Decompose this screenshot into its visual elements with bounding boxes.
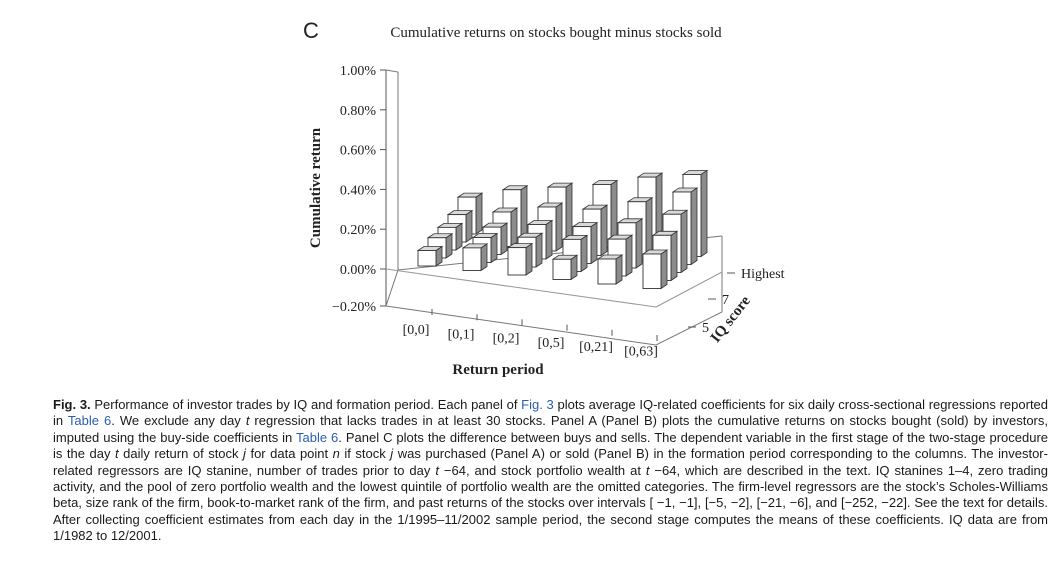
zero-plane-right xyxy=(655,271,723,308)
floor-left-edge xyxy=(385,269,399,307)
bars xyxy=(416,169,709,290)
x-tick-label: [0,2] xyxy=(493,332,520,347)
bar-side xyxy=(590,221,598,265)
y-tick-label: −0.20% xyxy=(332,300,376,315)
bar-side xyxy=(680,209,688,274)
y-tick-label: 0.40% xyxy=(340,183,377,198)
caption-fragment: plots average IQ-related coefficients fo… xyxy=(53,397,1049,429)
x-tick-label: [0,5] xyxy=(538,336,565,351)
depth-axis: Highest 75 xyxy=(688,267,785,336)
caption-fragment: was purchased (Panel A) or sold (Panel B… xyxy=(53,446,1048,478)
x-tick-label: [0,1] xyxy=(448,327,475,342)
caption-fragment: regression that lacks trades in at least… xyxy=(53,413,1048,445)
bar-side xyxy=(455,222,463,251)
caption-fragment: t xyxy=(645,462,650,478)
y-tick-label: 0.60% xyxy=(340,144,377,159)
chart-figure: C Cumulative returns on stocks bought mi… xyxy=(303,18,785,378)
bar-side xyxy=(660,249,668,290)
caption-reference-link[interactable]: Fig. 3 xyxy=(521,397,554,412)
y-tick-label: 0.20% xyxy=(340,223,377,238)
caption-text: Performance of investor trades by IQ and… xyxy=(53,397,1048,543)
caption-label: Fig. 3. xyxy=(53,397,91,412)
caption-fragment: daily return of stock xyxy=(118,446,244,462)
bar-front xyxy=(597,258,617,285)
depth-tick-label: 5 xyxy=(702,321,709,336)
y-tick-label: 1.00% xyxy=(340,64,377,79)
chart-title: Cumulative returns on stocks bought minu… xyxy=(390,25,722,41)
bar xyxy=(506,242,534,276)
bar xyxy=(596,254,624,285)
bar-side xyxy=(480,243,488,272)
bar-side xyxy=(465,209,473,243)
y-axis-label: Cumulative return xyxy=(308,127,324,248)
caption-fragment: t xyxy=(245,413,250,429)
bar-side xyxy=(535,232,543,268)
bar xyxy=(551,254,579,281)
x-tick-label: [0,63] xyxy=(624,345,658,360)
y-axis: 1.00% 0.80% 0.60% 0.40% 0.20% 0.00% −0.20% xyxy=(332,64,386,315)
bar-front xyxy=(507,247,527,276)
x-axis-label: Return period xyxy=(452,362,544,378)
bar-front xyxy=(642,253,662,289)
depth-tick-label: 7 xyxy=(722,293,729,308)
caption-fragment: j xyxy=(243,446,246,462)
caption-fragment: t xyxy=(435,462,439,478)
zero-plane-line xyxy=(385,268,657,308)
bar-side xyxy=(500,222,508,256)
figure-caption: Fig. 3. Performance of investor trades b… xyxy=(53,397,1048,545)
panel-label: C xyxy=(303,18,319,43)
chart-walls xyxy=(385,69,723,346)
bar-side xyxy=(545,219,553,260)
caption-reference-link[interactable]: Table 6 xyxy=(67,413,112,429)
x-tick-label: [0,0] xyxy=(403,323,430,338)
bar-side xyxy=(670,230,678,282)
caption-fragment: n xyxy=(332,446,340,462)
depth-tick-label: Highest xyxy=(741,267,785,282)
bar-side xyxy=(635,218,643,269)
caption-fragment: Performance of investor trades by IQ and… xyxy=(90,397,522,412)
x-tick-label: [0,21] xyxy=(579,340,613,355)
bar-side xyxy=(615,254,623,285)
x-axis: [0,0] [0,1] [0,2] [0,5] [0,21] [0,63] xyxy=(403,309,658,360)
bar-side xyxy=(475,192,483,235)
bar-side xyxy=(555,202,563,252)
bar-side xyxy=(700,169,708,258)
caption-fragment: for data point xyxy=(245,446,333,462)
bar-front xyxy=(417,250,437,267)
bar-side xyxy=(520,184,528,240)
back-wall-line xyxy=(385,69,723,271)
caption-fragment: . Panel C plots the difference between b… xyxy=(53,429,1048,462)
bar-side xyxy=(580,234,588,273)
bar xyxy=(461,243,489,272)
caption-fragment: . We exclude any day xyxy=(111,413,246,429)
bar-front xyxy=(462,247,482,271)
bar-side xyxy=(490,232,498,264)
bar xyxy=(416,245,444,267)
caption-fragment: j xyxy=(390,446,394,462)
bar-side xyxy=(525,242,533,276)
bar-side xyxy=(600,204,608,257)
caption-fragment: −64, and stock portfolio wealth at xyxy=(438,462,646,478)
y-tick-label: 0.00% xyxy=(340,263,377,278)
depth-axis-label: IQ score xyxy=(708,293,754,346)
caption-fragment: if stock xyxy=(339,446,391,462)
floor-outline xyxy=(385,236,723,346)
bar xyxy=(641,249,669,290)
bar-side xyxy=(625,234,633,277)
bar-side xyxy=(510,207,518,248)
caption-reference-link[interactable]: Table 6 xyxy=(296,429,339,445)
bar-front xyxy=(552,258,572,280)
caption-fragment: t xyxy=(114,446,119,462)
y-tick-label: 0.80% xyxy=(340,104,377,119)
bar-side xyxy=(690,187,698,266)
caption-fragment: −64, which are described in the text. IQ… xyxy=(53,462,1048,544)
bar-side xyxy=(565,182,573,244)
